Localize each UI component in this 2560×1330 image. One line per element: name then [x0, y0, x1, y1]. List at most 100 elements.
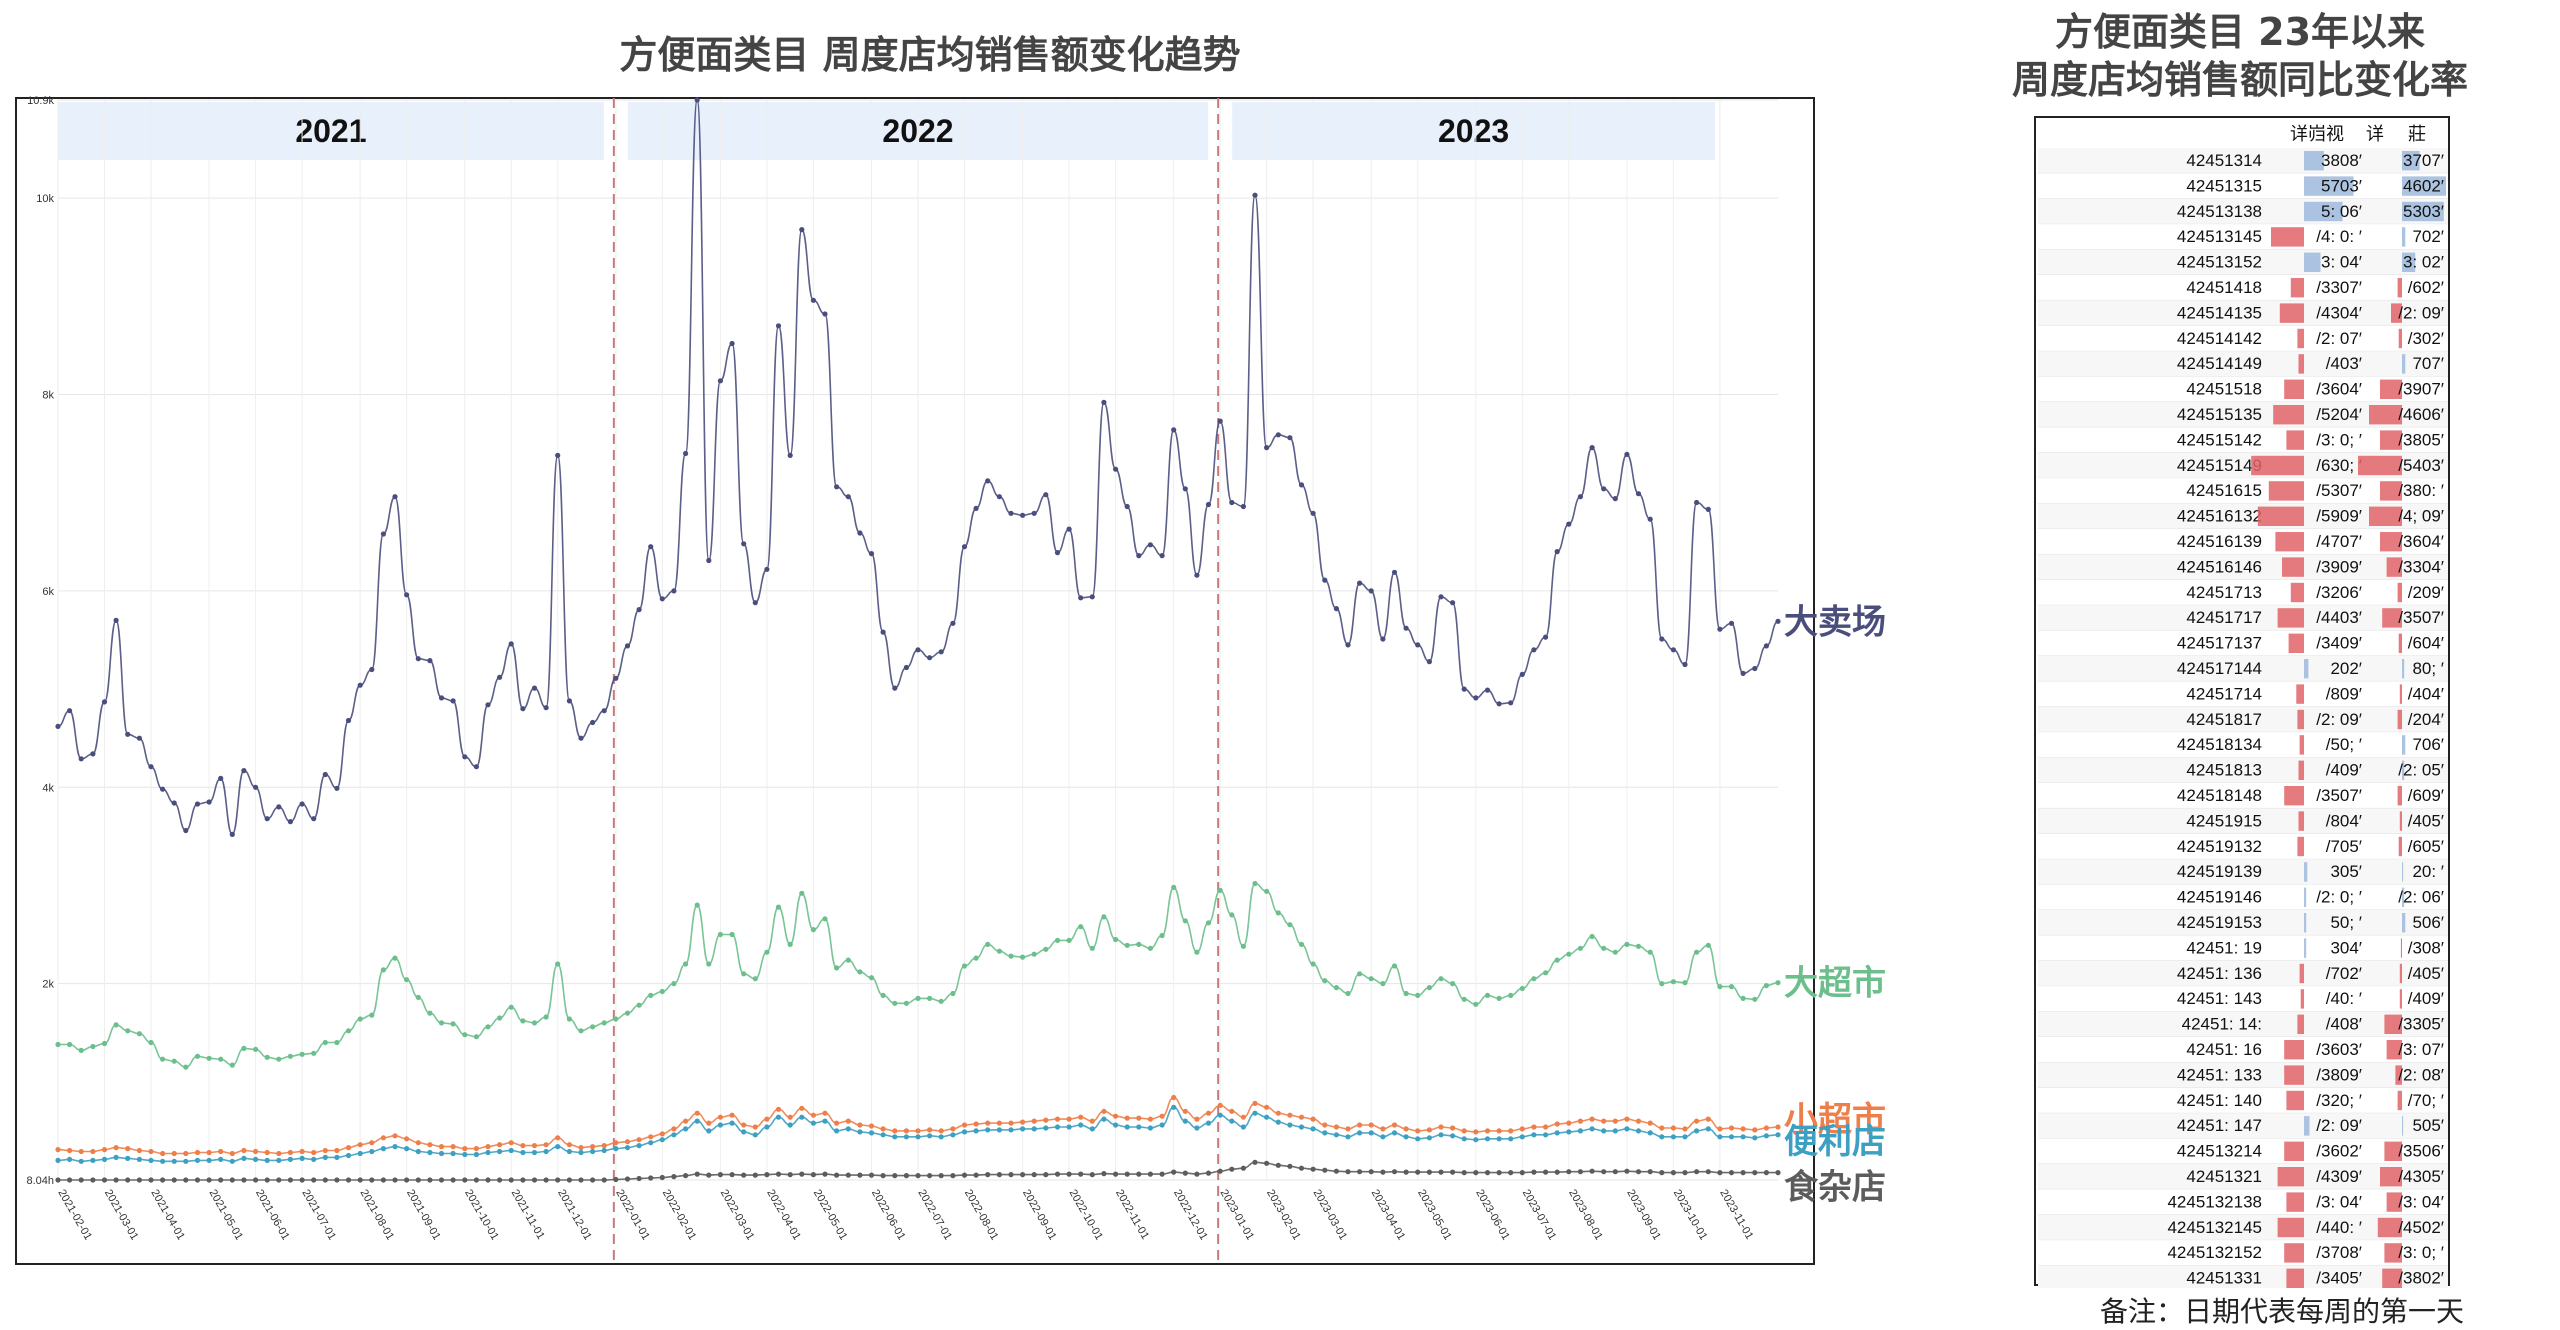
data-point — [1020, 1119, 1026, 1125]
data-point — [729, 1172, 735, 1178]
change-value: /4: 0: ′ — [2316, 227, 2362, 246]
row-background — [2038, 1240, 2448, 1266]
negative-bar — [2299, 963, 2304, 984]
trend-line-chart: 2021 2022 20238.04h2k4k6k8k10k10.9k2021-02… — [15, 95, 1886, 1265]
change-value: /308′ — [2408, 938, 2444, 957]
data-point — [880, 992, 886, 999]
change-value: 80; ′ — [2412, 659, 2444, 678]
data-point — [1357, 1169, 1363, 1175]
data-point — [1484, 687, 1491, 693]
data-point — [880, 629, 886, 635]
data-point — [229, 1150, 235, 1157]
data-point — [1473, 1137, 1479, 1143]
data-point — [1078, 595, 1084, 601]
data-point — [404, 1146, 410, 1152]
data-point — [1647, 1130, 1653, 1136]
data-point — [55, 1157, 61, 1163]
data-point — [985, 1172, 991, 1178]
negative-bar — [2275, 532, 2304, 552]
data-point — [1554, 1130, 1560, 1136]
data-point — [613, 1016, 619, 1022]
data-point — [311, 1149, 317, 1156]
data-point — [1252, 192, 1258, 198]
negative-bar — [2382, 1268, 2402, 1288]
data-point — [369, 1140, 375, 1146]
table-row: 42451: 140/320; ′ /70; ′ — [2038, 1087, 2448, 1114]
data-point — [473, 1177, 479, 1183]
change-value: 5: 06′ — [2321, 202, 2362, 221]
row-label: 424519132 — [2177, 837, 2262, 856]
positive-bar — [2304, 862, 2308, 882]
data-point — [1333, 1124, 1339, 1130]
data-point — [1089, 945, 1095, 951]
data-point — [276, 1177, 282, 1183]
data-point — [462, 1151, 468, 1158]
data-point — [741, 541, 747, 547]
data-point — [1252, 880, 1258, 887]
row-label: 42451: 16 — [2186, 1040, 2262, 1059]
data-point — [1589, 1126, 1595, 1132]
positive-bar — [2402, 659, 2405, 679]
negative-bar — [2277, 1167, 2304, 1187]
data-point — [1728, 620, 1735, 626]
data-point — [55, 723, 61, 730]
data-point — [1694, 949, 1700, 955]
change-value: /702′ — [2326, 964, 2362, 983]
change-value: 304′ — [2330, 938, 2362, 957]
data-point — [1728, 1125, 1735, 1131]
data-point — [1252, 1159, 1258, 1165]
data-point — [1159, 1113, 1165, 1119]
data-point — [1136, 553, 1142, 559]
data-point — [183, 1064, 189, 1070]
data-point — [171, 1150, 177, 1157]
change-value: /3604′ — [2316, 380, 2362, 399]
negative-bar — [2284, 1065, 2304, 1085]
data-point — [903, 1134, 910, 1140]
data-point — [1612, 1118, 1618, 1124]
data-point — [903, 664, 910, 671]
data-point — [683, 961, 689, 967]
data-point — [1136, 1124, 1142, 1130]
row-label: 42451418 — [2186, 278, 2262, 297]
data-point — [973, 505, 979, 511]
data-point — [1066, 1171, 1072, 1177]
data-point — [787, 1114, 793, 1120]
row-label: 424514142 — [2177, 329, 2262, 348]
data-point — [1031, 1172, 1037, 1178]
row-label: 42451817 — [2186, 710, 2262, 729]
data-point — [218, 1056, 224, 1062]
data-point — [799, 890, 805, 896]
data-point — [473, 1034, 479, 1040]
data-point — [973, 1172, 979, 1178]
data-point — [1054, 1171, 1061, 1177]
change-value: /4403′ — [2316, 608, 2362, 627]
positive-bar — [2402, 151, 2420, 171]
data-point — [1508, 1128, 1514, 1134]
data-point — [497, 1148, 503, 1155]
data-point — [868, 551, 875, 557]
row-background — [2038, 275, 2448, 301]
data-point — [218, 775, 224, 782]
data-point — [1333, 1132, 1339, 1138]
data-point — [1543, 1132, 1549, 1138]
data-point — [1333, 606, 1339, 612]
data-point — [1391, 1130, 1398, 1136]
row-label: 424515135 — [2177, 405, 2262, 424]
data-point — [148, 1177, 154, 1183]
data-point — [636, 1137, 642, 1143]
data-point — [1136, 941, 1142, 948]
row-background — [2038, 1062, 2448, 1088]
data-point — [729, 931, 735, 938]
data-point — [299, 1155, 305, 1161]
data-point — [1089, 594, 1095, 600]
data-point — [694, 1118, 700, 1124]
data-point — [415, 656, 421, 662]
positive-bar — [2402, 862, 2404, 882]
data-point — [67, 1156, 73, 1162]
data-point — [892, 1134, 898, 1140]
data-point — [1020, 1172, 1026, 1178]
negative-bar — [2386, 1040, 2402, 1060]
y-tick-label: 4k — [42, 782, 54, 794]
negative-bar — [2277, 608, 2304, 628]
data-point — [1043, 492, 1049, 498]
